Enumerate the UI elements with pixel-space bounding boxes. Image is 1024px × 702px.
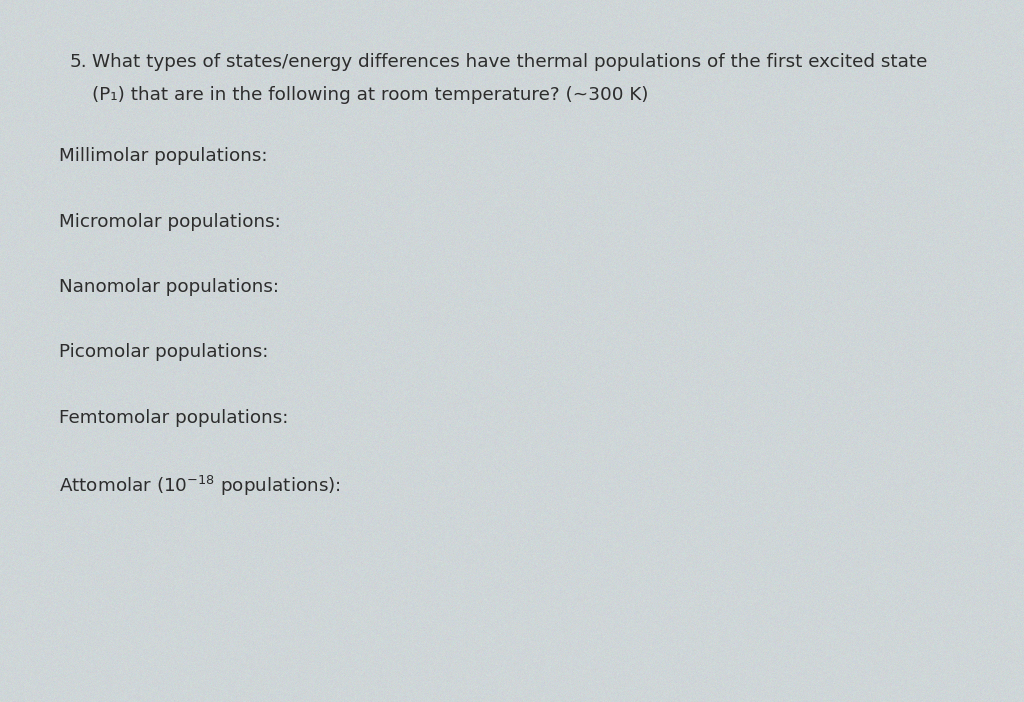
- Text: What types of states/energy differences have thermal populations of the first ex: What types of states/energy differences …: [92, 53, 928, 71]
- Text: Attomolar (10$^{-18}$ populations):: Attomolar (10$^{-18}$ populations):: [59, 474, 341, 498]
- Text: Micromolar populations:: Micromolar populations:: [59, 213, 282, 231]
- Text: 5.: 5.: [70, 53, 87, 71]
- Text: (P₁) that are in the following at room temperature? (~300 K): (P₁) that are in the following at room t…: [92, 86, 648, 105]
- Text: Picomolar populations:: Picomolar populations:: [59, 343, 268, 362]
- Text: Millimolar populations:: Millimolar populations:: [59, 147, 268, 166]
- Text: Femtomolar populations:: Femtomolar populations:: [59, 409, 289, 427]
- Text: Nanomolar populations:: Nanomolar populations:: [59, 278, 280, 296]
